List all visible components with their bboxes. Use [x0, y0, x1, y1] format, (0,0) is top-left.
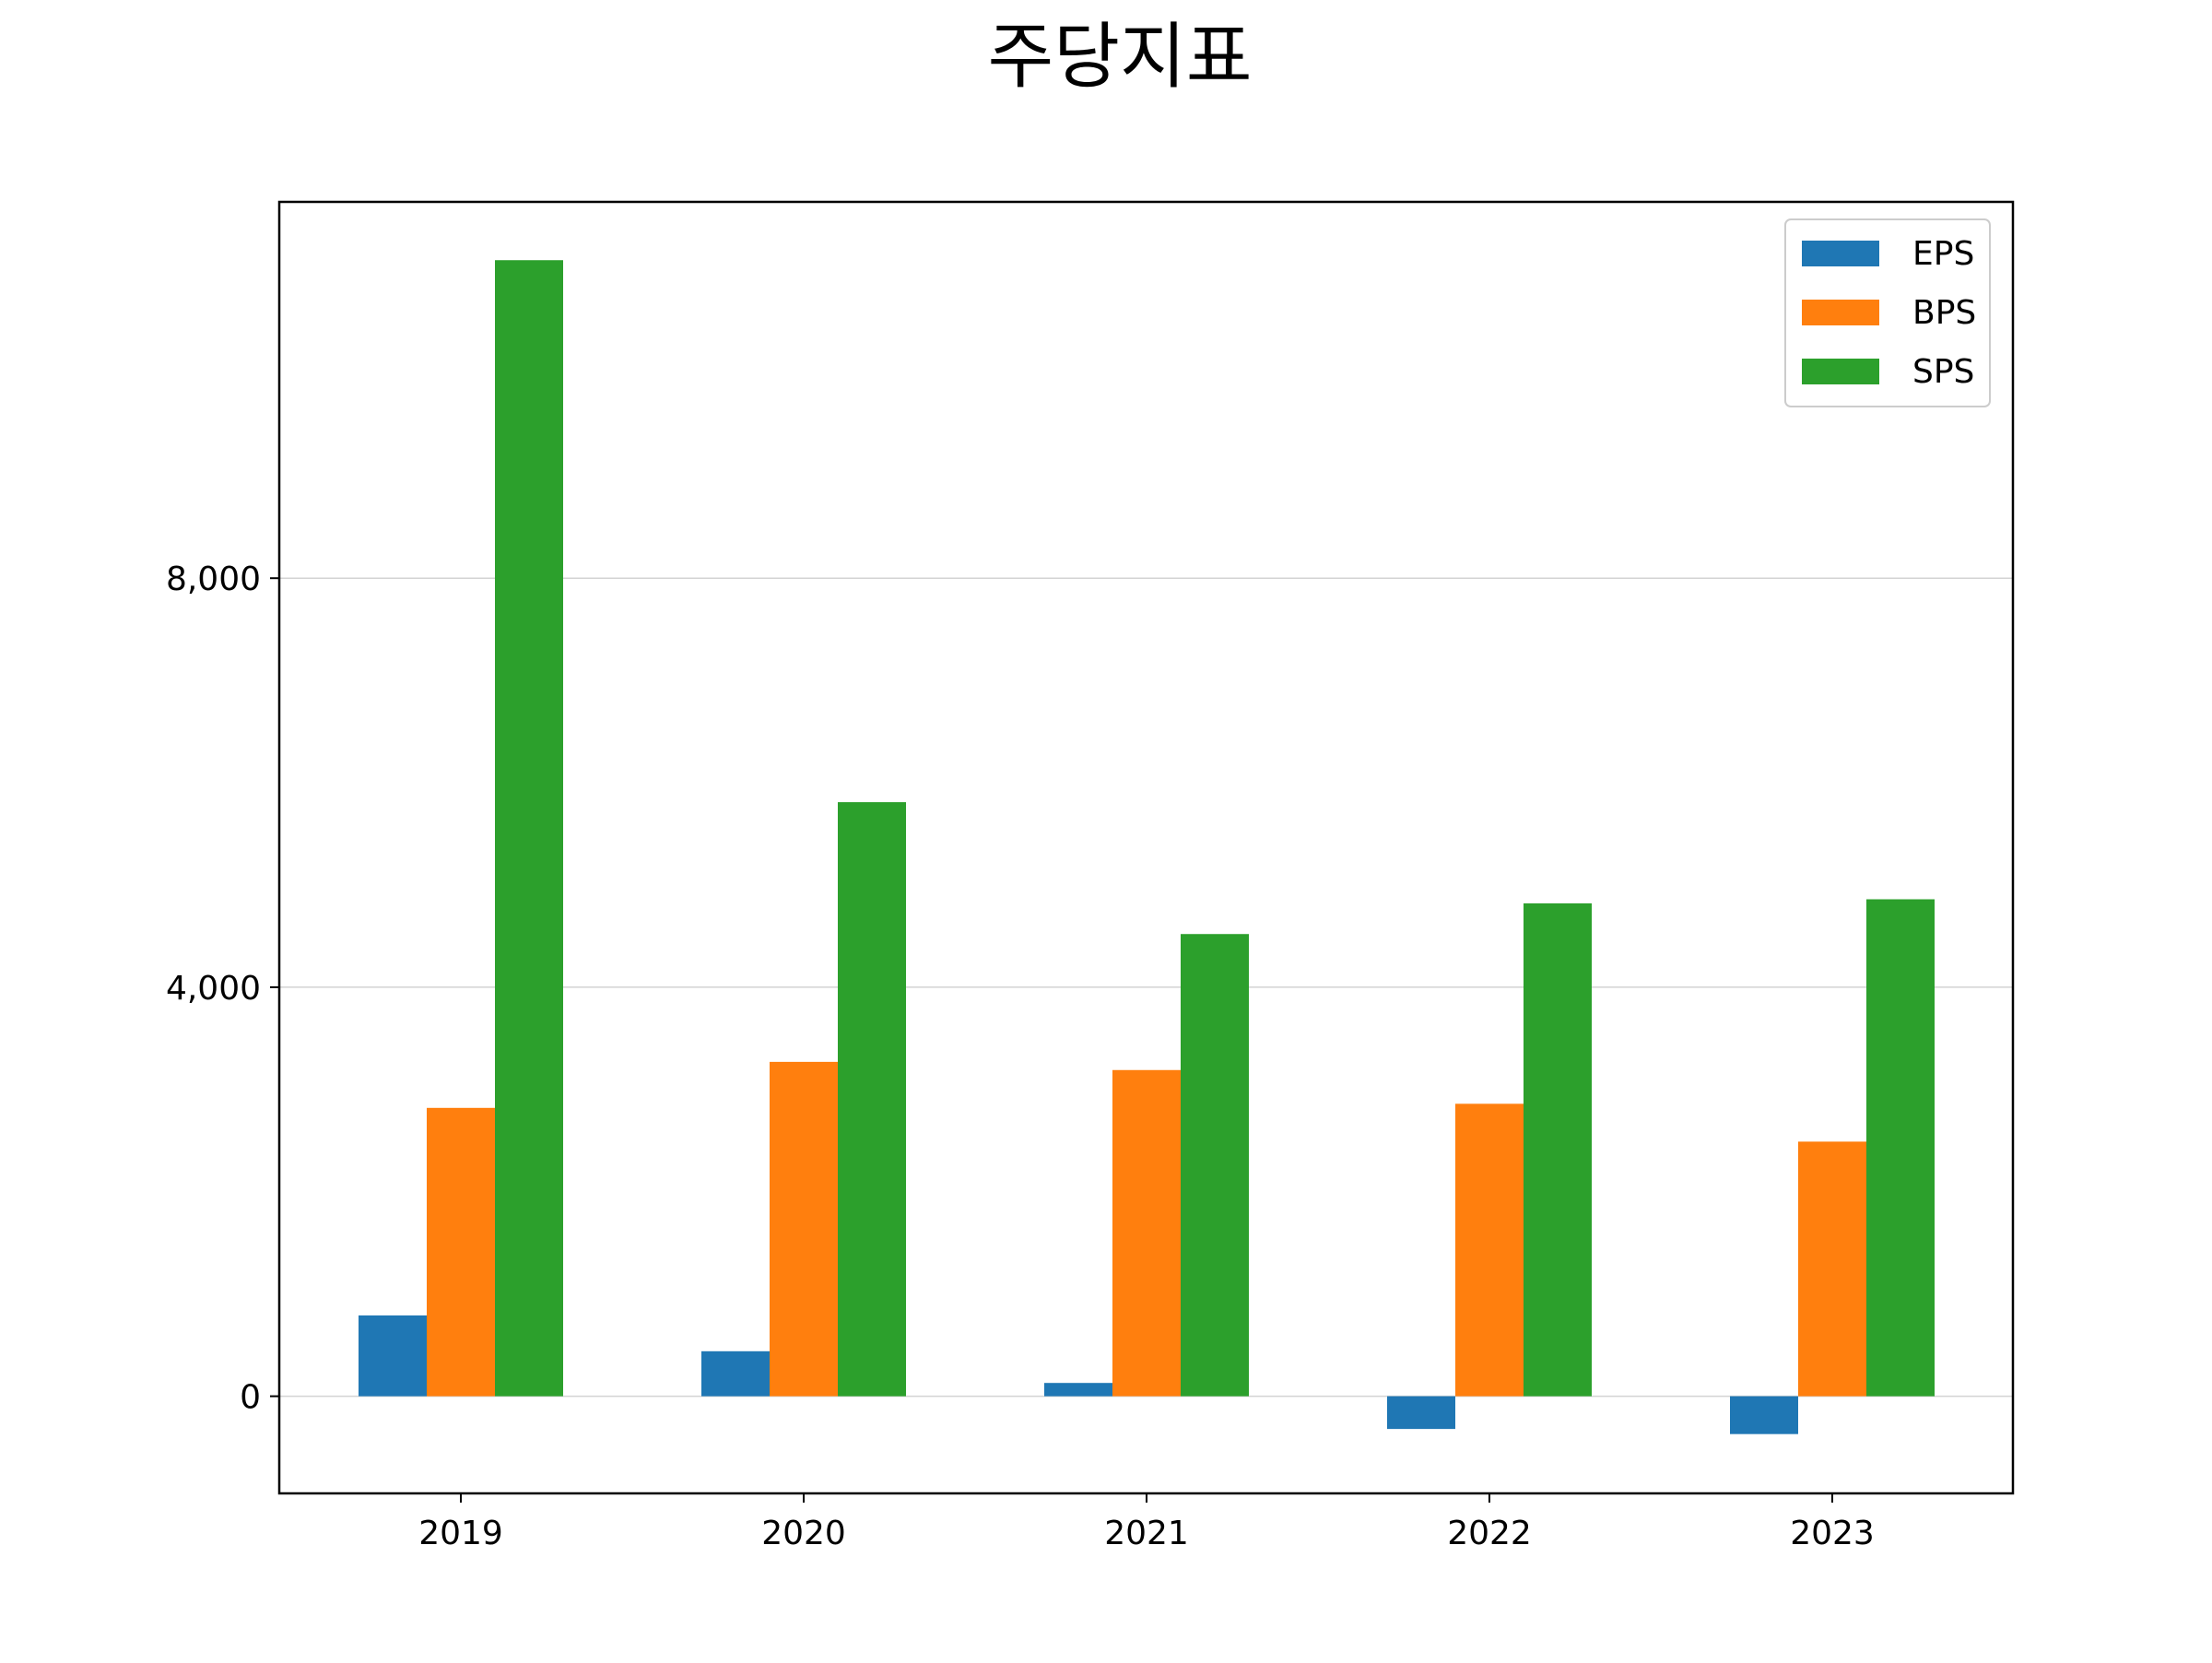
bar-eps-2020 [701, 1350, 770, 1397]
bars [359, 260, 1935, 1434]
bar-bps-2022 [1455, 1103, 1524, 1397]
bar-sps-2023 [1866, 899, 1935, 1397]
x-tick-label: 2021 [1104, 1515, 1189, 1552]
legend-label-bps: BPS [1912, 294, 1976, 332]
bar-bps-2020 [770, 1061, 838, 1397]
bar-eps-2021 [1044, 1383, 1112, 1397]
x-tick-label: 2020 [761, 1515, 846, 1552]
legend-swatch-sps [1802, 359, 1879, 384]
y-tick-label: 4,000 [166, 970, 261, 1008]
y-tick-label: 0 [240, 1379, 261, 1417]
bar-sps-2019 [495, 260, 563, 1397]
x-tick-label: 2022 [1447, 1515, 1532, 1552]
bar-sps-2021 [1181, 934, 1249, 1397]
bar-eps-2022 [1387, 1396, 1455, 1430]
legend-swatch-bps [1802, 300, 1879, 325]
legend-swatch-eps [1802, 241, 1879, 266]
chart-title: 주당지표 [987, 16, 1252, 99]
legend-label-sps: SPS [1912, 353, 1974, 391]
legend-label-eps: EPS [1912, 235, 1974, 273]
bar-sps-2020 [838, 802, 906, 1397]
legend: EPS BPS SPS [1784, 218, 1991, 407]
bar-bps-2021 [1112, 1069, 1181, 1397]
bar-eps-2019 [359, 1315, 427, 1397]
bar-bps-2023 [1798, 1141, 1866, 1397]
x-tick-label: 2019 [418, 1515, 503, 1552]
bar-sps-2022 [1524, 902, 1592, 1397]
y-tick-label: 8,000 [166, 560, 261, 598]
y-axis: 0 4,000 8,000 [166, 560, 279, 1417]
x-tick-label: 2023 [1790, 1515, 1875, 1552]
bar-eps-2023 [1730, 1396, 1798, 1434]
x-axis: 2019 2020 2021 2022 2023 [418, 1493, 1875, 1552]
bar-bps-2019 [427, 1107, 495, 1397]
